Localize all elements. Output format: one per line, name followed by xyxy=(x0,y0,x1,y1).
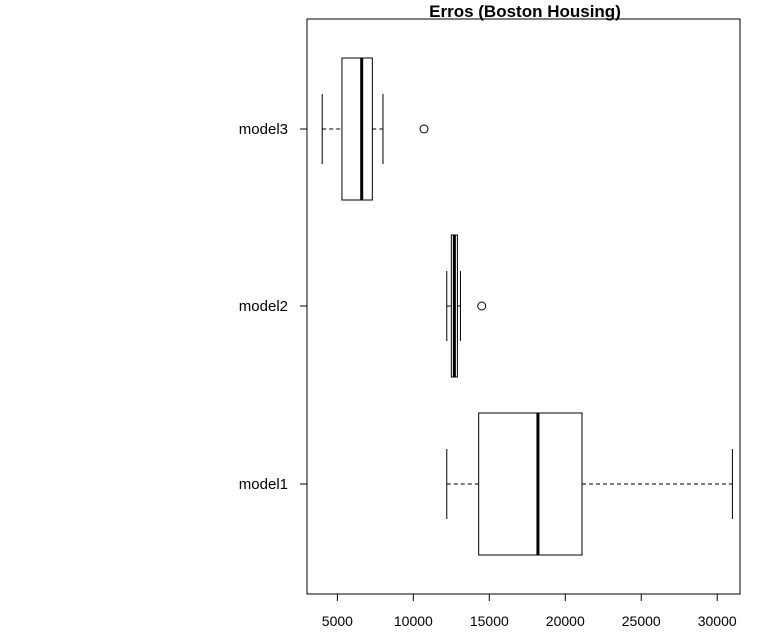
y-tick-label: model2 xyxy=(239,298,288,315)
x-tick-label: 5000 xyxy=(322,613,353,629)
x-tick-label: 20000 xyxy=(546,613,585,629)
y-tick-label: model1 xyxy=(239,476,288,493)
x-tick-label: 30000 xyxy=(698,613,737,629)
y-tick-label: model3 xyxy=(239,121,288,138)
x-tick-label: 10000 xyxy=(394,613,433,629)
box-model3 xyxy=(321,57,429,201)
box-iqr xyxy=(341,57,373,201)
box-model1 xyxy=(446,412,733,556)
box-iqr xyxy=(478,412,583,556)
y-axis: model1 model2 model3 xyxy=(239,121,308,493)
x-axis: 5000 10000 15000 20000 25000 30000 xyxy=(322,593,737,629)
x-tick-label: 25000 xyxy=(622,613,661,629)
outlier-point xyxy=(419,124,429,134)
boxes-group xyxy=(321,57,733,556)
outlier-point xyxy=(477,301,487,311)
box-model2 xyxy=(446,234,487,378)
x-tick-label: 15000 xyxy=(470,613,509,629)
chart-title: Erros (Boston Housing) xyxy=(429,2,621,21)
